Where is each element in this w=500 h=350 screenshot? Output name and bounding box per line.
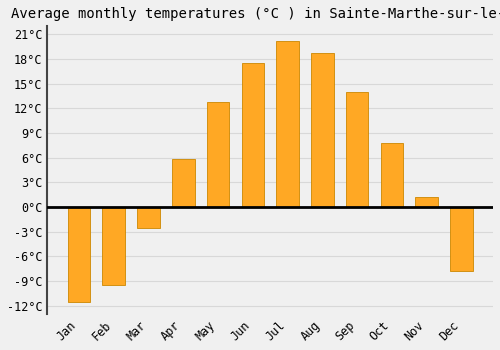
Bar bbox=[416, 197, 438, 207]
Bar bbox=[346, 92, 368, 207]
Bar bbox=[242, 63, 264, 207]
Bar bbox=[68, 207, 90, 302]
Bar bbox=[276, 41, 299, 207]
Bar bbox=[311, 52, 334, 207]
Bar bbox=[102, 207, 125, 285]
Bar bbox=[380, 143, 404, 207]
Bar bbox=[450, 207, 473, 271]
Bar bbox=[207, 102, 230, 207]
Bar bbox=[137, 207, 160, 229]
Title: Average monthly temperatures (°C ) in Sainte-Marthe-sur-le-Lac: Average monthly temperatures (°C ) in Sa… bbox=[10, 7, 500, 21]
Bar bbox=[172, 159, 195, 207]
